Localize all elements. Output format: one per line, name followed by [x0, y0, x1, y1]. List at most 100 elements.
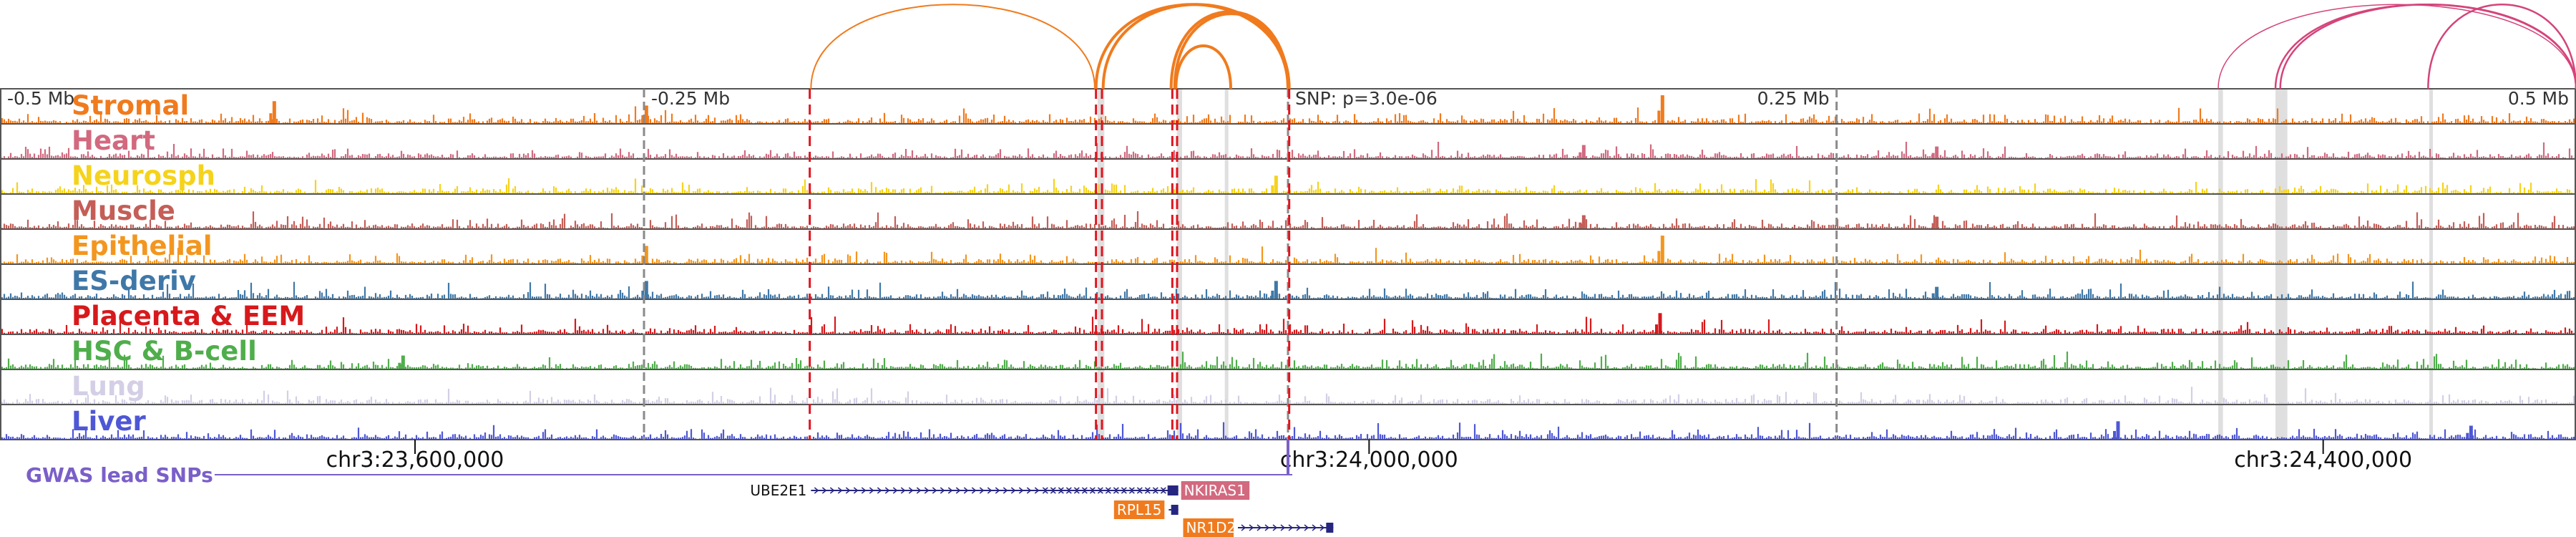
track-peak: [1581, 145, 1586, 158]
strand-chevron: [1257, 524, 1262, 531]
track-epithelial: Epithelial: [0, 228, 2576, 263]
track-peak: [1655, 324, 1658, 334]
strand-chevron: [1051, 487, 1056, 494]
strand-chevron: [900, 487, 906, 494]
track-label: Epithelial: [72, 231, 213, 261]
track-peak: [1579, 222, 1582, 228]
signal-tracks: Stromal Heart Neurosph Muscle Epithelial ES-d…: [0, 88, 2576, 439]
strand-chevron: [908, 487, 914, 494]
interaction-arc: [810, 4, 1096, 90]
strand-chevron: [853, 487, 859, 494]
strand-chevron: [1026, 487, 1032, 494]
track-peak: [1657, 251, 1661, 263]
scale-label: -0.25 Mb: [651, 88, 730, 109]
strand-chevron: [932, 487, 937, 494]
strand-chevron: [1114, 487, 1119, 494]
track-peak: [1931, 293, 1935, 299]
track-label: Heart: [72, 125, 155, 156]
strand-chevron: [1034, 487, 1040, 494]
track-label: Stromal: [72, 90, 189, 121]
strand-chevron: [1161, 487, 1166, 494]
gene-nkiras1: NKIRAS1: [1040, 481, 1250, 500]
gwas-snp-marker: [1287, 440, 1289, 475]
interaction-arc: [2427, 4, 2576, 90]
strand-chevron: [1098, 487, 1103, 494]
track-heart: Heart: [0, 123, 2576, 158]
gene-nr1d2: NR1D2: [1183, 518, 1334, 537]
track-label: Muscle: [72, 195, 175, 226]
strand-chevron: [1138, 487, 1143, 494]
strand-chevron: [1010, 487, 1016, 494]
track-peak: [398, 362, 401, 369]
strand-chevron: [821, 487, 827, 494]
track-neurosph: Neurosph: [0, 158, 2576, 193]
strand-chevron: [1075, 487, 1080, 494]
track-peak: [1658, 313, 1662, 334]
track-hsc-b-cell: HSC & B-cell: [0, 334, 2576, 369]
track-peak: [641, 115, 645, 123]
strand-chevron: [1249, 524, 1254, 531]
strand-chevron: [1272, 524, 1278, 531]
strand-chevron: [1312, 524, 1317, 531]
strand-chevron: [971, 487, 977, 494]
scale-label: 0.25 Mb: [1757, 88, 1830, 109]
track-peak: [269, 113, 273, 123]
gene-label-bg: [1113, 500, 1165, 519]
strand-chevron: [814, 487, 819, 494]
strand-chevron: [940, 487, 945, 494]
strand-chevron: [1091, 487, 1096, 494]
strand-chevron: [1280, 524, 1286, 531]
strand-chevron: [979, 487, 985, 494]
gene-label: NR1D2: [1186, 519, 1236, 536]
track-signal: [0, 142, 2575, 158]
snp-label: SNP: p=3.0e-06: [1295, 88, 1438, 109]
strand-chevron: [1002, 487, 1008, 494]
strand-chevron: [861, 487, 867, 494]
strand-chevron: [1153, 487, 1158, 494]
strand-chevron: [869, 487, 874, 494]
track-signal: [0, 281, 2575, 299]
track-signal: [0, 387, 2575, 404]
interaction-arc: [1174, 44, 1232, 90]
track-peak: [644, 281, 648, 299]
strand-chevron: [1288, 524, 1294, 531]
strand-chevron: [963, 487, 969, 494]
gene-label: UBE2E1: [750, 482, 806, 499]
track-peak: [1271, 290, 1274, 299]
interaction-arc: [2274, 4, 2576, 90]
track-peak: [1660, 236, 1664, 263]
track-label: Liver: [72, 406, 146, 437]
strand-chevron: [1241, 524, 1246, 531]
gene-rpl15: RPL15: [1113, 500, 1179, 519]
strand-chevron: [1122, 487, 1127, 494]
strand-chevron: [1067, 487, 1072, 494]
track-label: Lung: [72, 371, 145, 402]
strand-chevron: [947, 487, 953, 494]
axis-tick-label: chr3:24,000,000: [1280, 448, 1458, 473]
interaction-arc: [1173, 12, 1289, 90]
track-signal: [0, 178, 2575, 193]
gwas-label: GWAS lead SNPs: [26, 463, 213, 487]
strand-chevron: [1083, 487, 1088, 494]
track-liver: Liver: [0, 404, 2576, 439]
track-peak: [641, 255, 645, 263]
axis-tick-label: chr3:23,600,000: [326, 448, 504, 473]
gene-exon: [1326, 523, 1334, 533]
track-peak: [1274, 175, 1278, 193]
axis-tick-label: chr3:24,400,000: [2234, 448, 2412, 473]
track-peak: [644, 246, 648, 263]
track-signal: [0, 316, 2575, 334]
gene-label: RPL15: [1117, 501, 1162, 518]
strand-chevron: [837, 487, 843, 494]
track-peak: [1274, 281, 1278, 299]
track-label: HSC & B-cell: [72, 336, 257, 367]
track-signal: [0, 246, 2575, 263]
track-peak: [1657, 110, 1661, 123]
strand-chevron: [995, 487, 1000, 494]
strand-chevron: [1043, 487, 1048, 494]
strand-chevron: [924, 487, 930, 494]
track-signal: [0, 211, 2575, 228]
track-label: Neurosph: [72, 160, 215, 191]
track-peak: [1931, 223, 1935, 228]
